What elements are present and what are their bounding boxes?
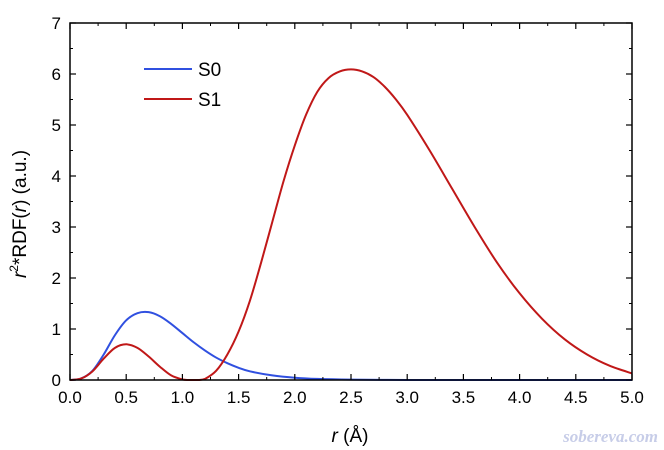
x-tick-label: 3.5 xyxy=(452,388,476,407)
x-tick-label: 4.0 xyxy=(508,388,532,407)
axis-ticks xyxy=(69,22,633,381)
y-tick-label: 6 xyxy=(52,65,61,84)
x-tick-label: 0.5 xyxy=(114,388,138,407)
series-line-s1 xyxy=(69,68,633,382)
y-tick-label: 4 xyxy=(52,167,61,186)
y-tick-label: 1 xyxy=(52,320,61,339)
x-tick-label: 1.0 xyxy=(171,388,195,407)
y-tick-label: 5 xyxy=(52,116,61,135)
x-tick-label: 5.0 xyxy=(620,388,644,407)
x-tick-label: 2.0 xyxy=(283,388,307,407)
legend: S0 S1 xyxy=(144,60,221,111)
y-tick-label: 2 xyxy=(52,269,61,288)
legend-label-s1: S1 xyxy=(198,90,221,111)
x-tick-label: 0.0 xyxy=(58,388,82,407)
x-tick-label: 2.5 xyxy=(339,388,363,407)
plot-frame xyxy=(69,22,633,381)
y-axis-title: r2*RDF(r) (a.u.) xyxy=(7,150,31,278)
watermark: sobereva.com xyxy=(562,427,658,446)
x-tick-label: 1.5 xyxy=(227,388,251,407)
plot-curves xyxy=(69,68,633,382)
y-tick-labels: 0 1 2 3 4 5 6 7 xyxy=(52,14,61,390)
y-tick-label: 3 xyxy=(52,218,61,237)
x-tick-label: 3.0 xyxy=(395,388,419,407)
legend-label-s0: S0 xyxy=(198,60,221,81)
y-tick-label: 7 xyxy=(52,14,61,33)
x-tick-label: 4.5 xyxy=(564,388,588,407)
x-tick-labels: 0.0 0.5 1.0 1.5 2.0 2.5 3.0 3.5 4.0 4.5 5.0 xyxy=(58,388,644,407)
x-axis-title: r (Å) xyxy=(332,426,369,447)
series-line-s0 xyxy=(69,310,632,382)
y-tick-label: 0 xyxy=(52,371,61,390)
